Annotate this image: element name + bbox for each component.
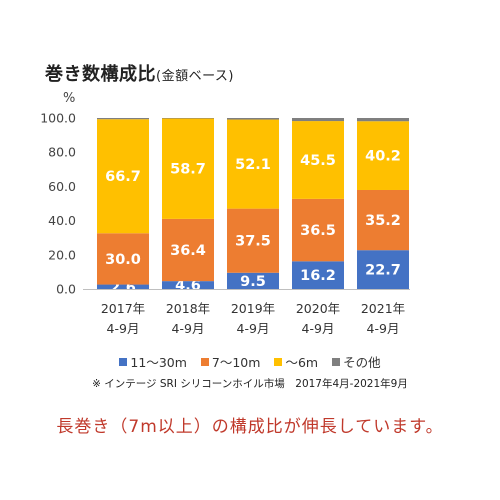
- data-label: 37.5: [235, 234, 271, 250]
- bar-segment: [292, 121, 344, 199]
- data-label: 22.7: [365, 263, 401, 279]
- legend-item-other: その他: [332, 352, 381, 371]
- bar-segment: [357, 189, 409, 251]
- chart-legend: 11～30m 7～10m ～6m その他: [0, 352, 500, 371]
- data-label: 52.1: [235, 157, 271, 173]
- chart-subtitle: (金額ベース): [156, 69, 234, 84]
- legend-label-other: その他: [343, 355, 381, 370]
- legend-item-7-10m: 7～10m: [200, 352, 261, 371]
- bar-segment: [97, 284, 149, 289]
- bar-segment: [162, 118, 214, 119]
- legend-swatch-under-6m: [274, 358, 283, 366]
- legend-swatch-11-30m: [119, 358, 128, 366]
- data-label: 58.7: [170, 162, 206, 178]
- data-label: 30.0: [105, 252, 141, 268]
- y-tick-label: 20.0: [48, 247, 76, 262]
- data-label: 36.4: [170, 243, 206, 259]
- data-label: 40.2: [365, 149, 401, 165]
- y-tick-label: 0.0: [56, 282, 76, 297]
- caption-text: 長巻き（7m以上）の構成比が伸長しています。: [56, 417, 444, 437]
- legend-item-11-30m: 11～30m: [119, 352, 187, 371]
- y-tick-label: 100.0: [40, 111, 76, 126]
- legend-swatch-other: [332, 358, 341, 366]
- data-label: 35.2: [365, 213, 401, 229]
- data-label: 16.2: [300, 268, 336, 284]
- x-tick-label: 4-9月: [107, 321, 140, 336]
- bar-segment: [162, 281, 214, 289]
- x-tick-label: 4-9月: [237, 321, 270, 336]
- bar-segment: [292, 261, 344, 289]
- source-note: ※ インテージ SRI シリコーンホイル市場 2017年4月-2021年9月: [92, 378, 408, 390]
- x-tick-label: 4-9月: [302, 321, 335, 336]
- chart-title-text: 巻き数構成比: [45, 64, 156, 85]
- bar-segment: [162, 118, 214, 219]
- y-tick-label: 60.0: [48, 179, 76, 194]
- y-axis-unit-label: %: [63, 91, 76, 106]
- bar-segment: [227, 208, 279, 273]
- data-label: 9.5: [240, 274, 266, 290]
- x-tick-label: 4-9月: [367, 321, 400, 336]
- legend-item-under-6m: ～6m: [274, 352, 318, 371]
- data-label: 4.6: [175, 278, 201, 294]
- legend-swatch-7-10m: [200, 358, 209, 366]
- bar-segment: [357, 118, 409, 122]
- bar-segment: [357, 121, 409, 190]
- x-tick-label: 4-9月: [172, 321, 205, 336]
- y-tick-label: 40.0: [48, 213, 76, 228]
- legend-label-7-10m: 7～10m: [211, 355, 261, 370]
- x-tick-label: 2017年: [101, 301, 145, 316]
- x-tick-label: 2021年: [361, 301, 405, 316]
- bar-segment: [357, 250, 409, 289]
- x-tick-label: 2018年: [166, 301, 210, 316]
- data-label: 45.5: [300, 153, 336, 169]
- chart-title: 巻き数構成比(金額ベース): [45, 60, 234, 86]
- x-tick-label: 2019年: [231, 301, 275, 316]
- y-tick-label: 80.0: [48, 145, 76, 160]
- bar-segment: [292, 198, 344, 262]
- data-label: 66.7: [105, 169, 141, 185]
- bar-segment: [97, 119, 149, 234]
- bar-segment: [97, 118, 149, 120]
- x-tick-label: 2020年: [296, 301, 340, 316]
- data-label: 36.5: [300, 223, 336, 239]
- bar-segment: [292, 118, 344, 122]
- bar-segment: [227, 272, 279, 289]
- bar-segment: [227, 118, 279, 120]
- bar-segment: [97, 233, 149, 285]
- legend-label-under-6m: ～6m: [285, 355, 319, 370]
- bar-segment: [162, 218, 214, 282]
- legend-label-11-30m: 11～30m: [130, 355, 187, 370]
- bar-segment: [227, 119, 279, 209]
